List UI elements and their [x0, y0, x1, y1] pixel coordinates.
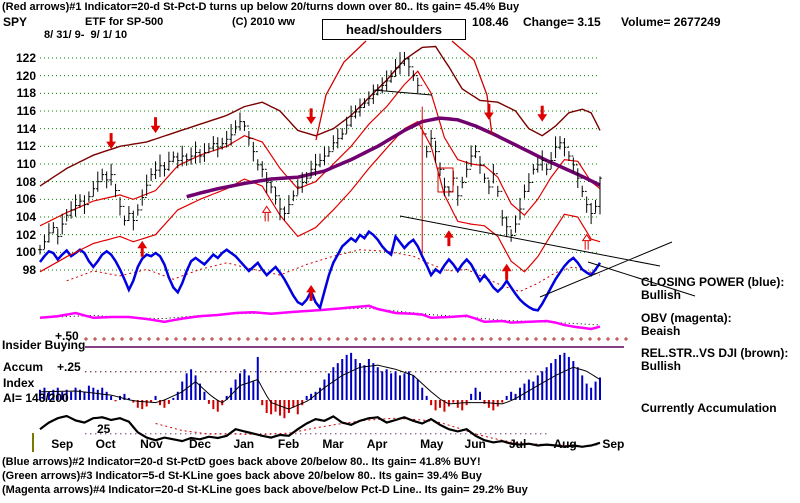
price-axis-label: 108: [15, 174, 36, 189]
security-name: ETF for SP-500: [85, 16, 164, 28]
accum-label-line2: Index: [3, 376, 35, 390]
month-label: Jun: [464, 437, 486, 451]
month-label: Oct: [95, 437, 116, 451]
annotation-value: Bullish: [641, 288, 682, 302]
ticker-symbol: SPY: [3, 15, 28, 29]
insider-buying-label: Insider Buying: [2, 338, 86, 352]
annotation-value: Beaish: [641, 324, 681, 338]
annotation-value: Bullish: [641, 359, 682, 373]
price-axis-label: 104: [15, 209, 36, 224]
month-label: Jan: [233, 437, 255, 451]
price-axis-label: 106: [15, 192, 36, 207]
price-axis-label: 116: [16, 103, 36, 118]
month-label: Jul: [509, 437, 527, 451]
month-label: Apr: [366, 437, 388, 451]
signal-line-3: (Green arrows)#3 Indicator=5-d St-KLine …: [2, 470, 482, 482]
price-axis-label: 110: [16, 156, 36, 171]
date-range: 8/ 31/ 9- 9/ 1/ 10: [44, 29, 128, 41]
annotation-value: Currently Accumulation: [641, 401, 777, 415]
price-axis-label: 118: [16, 86, 36, 101]
price-axis-label: 120: [15, 68, 36, 83]
month-label: Nov: [140, 437, 163, 451]
change-value: Change= 3.15: [523, 15, 601, 29]
month-label: Sep: [602, 437, 625, 451]
price-axis-label: 122: [15, 51, 36, 65]
price-axis-label: 112: [16, 139, 36, 154]
annotation-title: CLOSING POWER (blue):: [641, 275, 785, 289]
signal-line-4: (Magenta arrows)#4 Indicator=20-d St-KLi…: [2, 484, 528, 496]
volume-value: Volume= 2677249: [621, 15, 721, 29]
last-price: 108.46: [472, 15, 509, 29]
ai-ratio-label: AI= 143/200: [3, 391, 69, 405]
annotation-title: REL.STR..VS DJI (brown):: [641, 346, 789, 360]
month-label: May: [420, 437, 444, 451]
price-axis-label: 114: [16, 121, 36, 136]
price-axis-label: 102: [15, 227, 36, 242]
price-axis-label: 98: [22, 262, 36, 277]
signal-line-1: (Red arrows)#1 Indicator=20-d St-Pct-D t…: [2, 1, 520, 13]
price-axis-label: 100: [15, 245, 36, 260]
month-label: Mar: [322, 437, 344, 451]
annotation-title: OBV (magenta):: [641, 311, 732, 325]
month-label: Aug: [553, 437, 577, 451]
head-shoulders-annotation-box: head/shoulders: [322, 19, 466, 40]
copyright-text: (C) 2010 ww: [232, 16, 295, 28]
month-label: Feb: [277, 437, 300, 451]
month-label: Sep: [51, 437, 74, 451]
week-tick-label: 25: [97, 422, 111, 436]
signal-line-2: (Blue arrows)#2 Indicator=20-d St-PctD g…: [2, 456, 481, 468]
accum-label-line1: Accum: [3, 360, 44, 374]
month-label: Dec: [189, 437, 212, 451]
accum-level-label: +.25: [57, 360, 81, 374]
insider-level-label: +.50: [55, 329, 79, 343]
